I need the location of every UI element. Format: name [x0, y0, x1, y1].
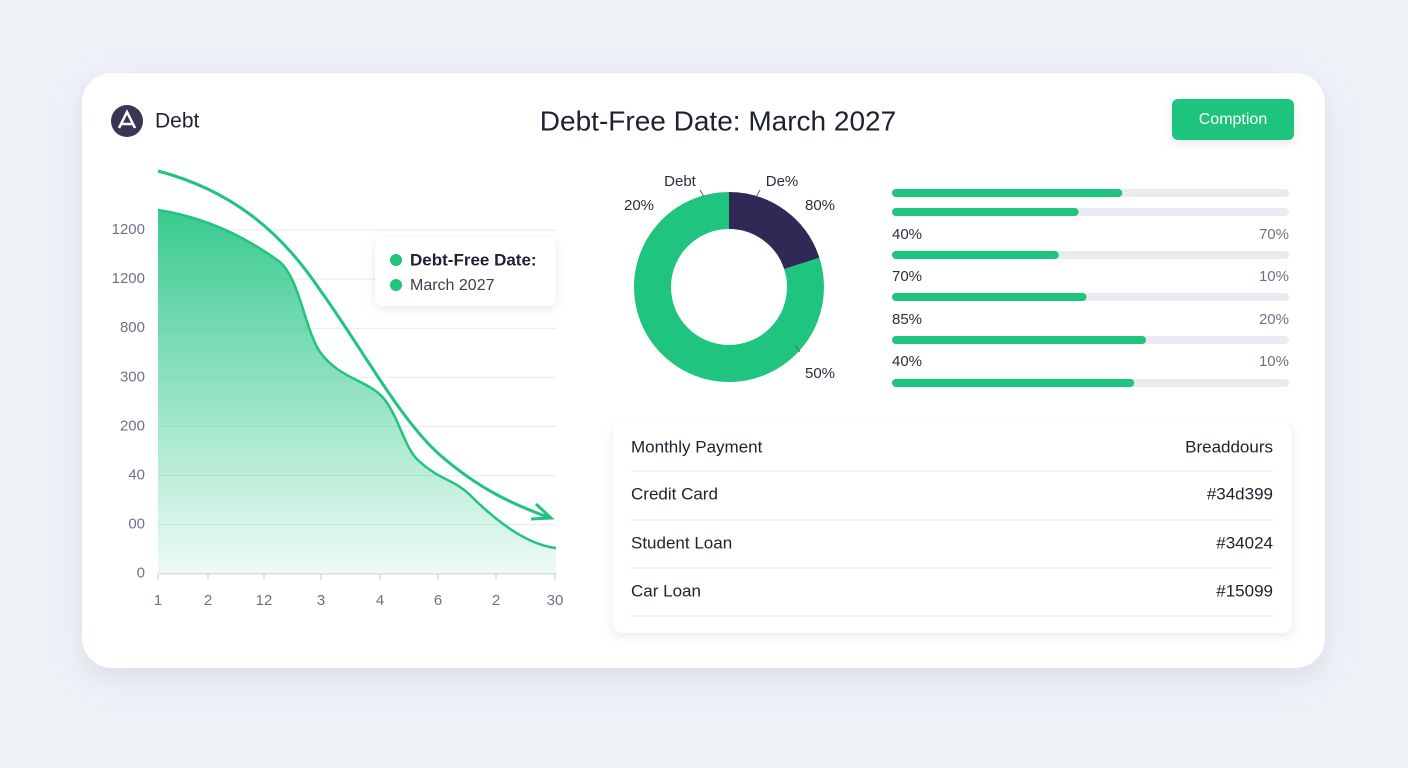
progress-label: 10% — [1259, 353, 1289, 370]
progress-label: 20% — [1259, 311, 1289, 328]
x-label: 12 — [256, 592, 273, 609]
table-header: Breaddours — [1185, 437, 1273, 456]
y-label: 800 — [120, 319, 145, 336]
table-cell: #34024 — [1216, 533, 1273, 552]
table: Monthly Payment Breaddours Credit Card #34d… — [631, 437, 1273, 617]
legend-dot — [390, 254, 402, 266]
progress-fill — [892, 189, 1123, 197]
progress-fill — [892, 379, 1135, 387]
progress-fill — [892, 293, 1087, 301]
table-cell: Student Loan — [631, 533, 732, 552]
donut-label: Debt — [664, 173, 697, 190]
y-label: 00 — [128, 516, 145, 533]
x-label: 30 — [547, 592, 564, 609]
table-cell: Credit Card — [631, 484, 718, 503]
x-label: 2 — [492, 592, 500, 609]
y-label: 1200 — [112, 270, 145, 287]
logo-text: Debt — [155, 110, 200, 133]
x-label: 6 — [434, 592, 442, 609]
legend-text: Debt-Free Date: — [410, 250, 537, 269]
progress-fill — [892, 208, 1079, 216]
y-label: 0 — [137, 565, 145, 582]
area-line — [157, 208, 557, 550]
button-label[interactable]: Comption — [1199, 111, 1267, 128]
leader-lines — [699, 189, 801, 353]
progress-bars: 40% 70% 70% 10% 85% 20% 40% 10% — [892, 189, 1289, 387]
x-label: 2 — [204, 592, 212, 609]
trend-arrow — [157, 169, 551, 520]
progress-fill — [892, 251, 1059, 259]
y-label: 300 — [120, 368, 145, 385]
progress-label: 40% — [892, 226, 922, 243]
x-label: 4 — [376, 592, 384, 609]
y-label: 1200 — [112, 221, 145, 238]
x-label: 1 — [154, 592, 162, 609]
button[interactable] — [1172, 99, 1294, 140]
legend-text: March 2027 — [410, 277, 495, 294]
table-cell: Car Loan — [631, 581, 701, 600]
title: Debt-Free Date: March 2027 — [540, 105, 896, 136]
progress-label: 70% — [1259, 226, 1289, 243]
y-label: 40 — [128, 466, 145, 483]
logo — [111, 105, 143, 137]
arrow-head — [530, 502, 555, 521]
table-header: Monthly Payment — [631, 437, 763, 456]
donut-label: 50% — [805, 365, 835, 382]
progress-label: 70% — [892, 268, 922, 285]
area — [158, 210, 556, 574]
donut-segment — [634, 192, 824, 382]
table-cell: #34d399 — [1207, 484, 1273, 503]
logo-glyph — [117, 109, 137, 129]
donut-label: 20% — [624, 197, 654, 214]
progress-label: 10% — [1259, 268, 1289, 285]
donut — [634, 192, 824, 382]
legend-dot — [390, 279, 402, 291]
progress-label: 40% — [892, 353, 922, 370]
y-label: 200 — [120, 417, 145, 434]
table-cell: #15099 — [1216, 581, 1273, 600]
legend — [375, 238, 556, 306]
progress-label: 85% — [892, 311, 922, 328]
table-card — [613, 423, 1292, 633]
x-label: 3 — [317, 592, 325, 609]
progress-fill — [892, 336, 1147, 344]
donut-label: 80% — [805, 197, 835, 214]
donut-label: De% — [766, 173, 799, 190]
